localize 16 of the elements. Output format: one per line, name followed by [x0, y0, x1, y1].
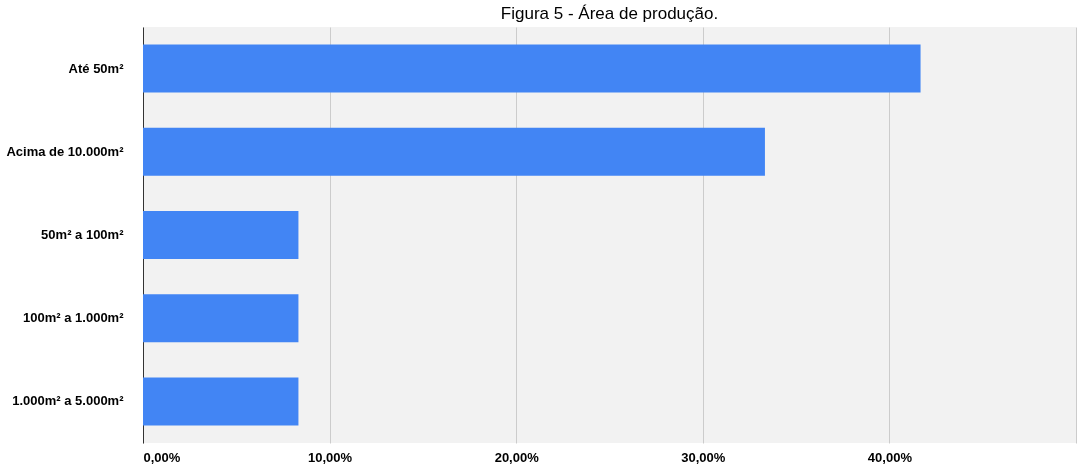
- bar: [143, 211, 299, 259]
- bar: [143, 377, 299, 426]
- chart-title: Figura 5 - Área de produção.: [500, 4, 719, 23]
- x-tick-label: 30,00%: [681, 449, 726, 465]
- y-tick-label: 1.000m² a 5.000m²: [12, 393, 125, 409]
- x-tick-label: 10,00%: [308, 449, 353, 465]
- x-tick-label: 0,00%: [143, 449, 181, 465]
- y-tick-label: Acima de 10.000m²: [6, 143, 125, 159]
- y-tick-label: 50m² a 100m²: [41, 227, 125, 242]
- x-tick-label: 40,00%: [867, 449, 913, 465]
- y-tick-label: 100m² a 1.000m²: [23, 310, 125, 326]
- y-tick-label: Até 50m²: [68, 60, 125, 76]
- x-tick-label: 20,00%: [494, 449, 540, 465]
- bar: [143, 127, 765, 176]
- bar: [143, 44, 921, 93]
- bar: [143, 294, 299, 343]
